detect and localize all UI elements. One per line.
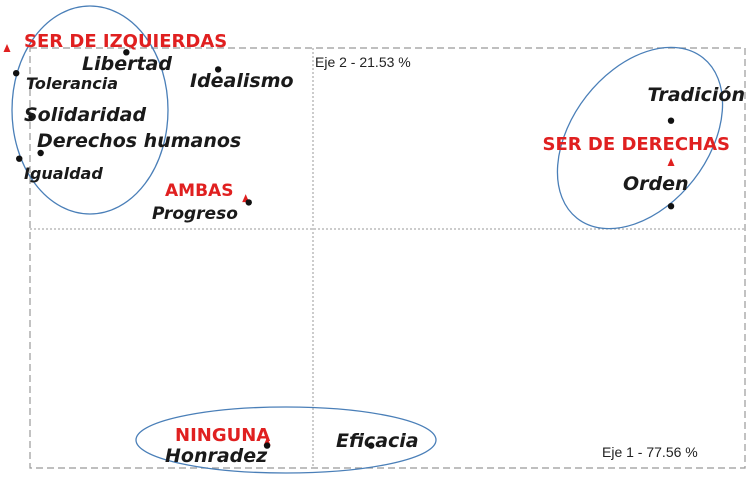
label-tolerancia: Tolerancia — [26, 74, 118, 93]
marker-idealismo — [214, 66, 222, 73]
marker-derechos-humanos — [37, 149, 44, 157]
marker-tradicion — [667, 117, 675, 124]
ellipse-izquierdas — [11, 5, 169, 215]
label-derechos-humanos: Derechos humanos — [37, 130, 241, 152]
plot-frame — [29, 47, 746, 469]
label-orden: Orden — [623, 173, 689, 195]
point-markers — [3, 44, 675, 449]
marker-libertad — [123, 49, 130, 56]
marker-igualdad — [16, 155, 23, 162]
marker-progreso — [245, 199, 252, 206]
marker-tolerancia — [12, 70, 20, 77]
label-idealismo: Idealismo — [190, 70, 294, 92]
label-eficacia: Eficacia — [336, 430, 419, 452]
y-axis-label: Eje 2 - 21.53 % — [315, 54, 411, 70]
x-axis-label: Eje 1 - 77.56 % — [602, 444, 698, 460]
label-ninguna: NINGUNA — [175, 425, 270, 446]
label-honradez: Honradez — [165, 445, 268, 467]
label-ser-de-izquierdas: SER DE IZQUIERDAS — [24, 31, 227, 52]
group-ellipses — [11, 5, 724, 474]
marker-solidaridad — [28, 113, 35, 121]
label-progreso: Progreso — [152, 204, 238, 224]
marker-ser-de-izquierdas — [3, 44, 11, 52]
marker-honradez — [263, 442, 271, 449]
label-ser-de-derechas: SER DE DERECHAS — [543, 134, 730, 155]
ellipse-derechas — [556, 46, 724, 230]
marker-eficacia — [367, 442, 375, 449]
ellipse-ninguna — [135, 406, 437, 474]
point-labels: SER DE IZQUIERDAS SER DE DERECHAS AMBAS NIN… — [24, 31, 745, 467]
label-igualdad: Igualdad — [24, 164, 103, 183]
label-ambas: AMBAS — [165, 181, 233, 201]
label-solidaridad: Solidaridad — [24, 104, 146, 126]
marker-ser-de-derechas — [667, 158, 675, 166]
label-libertad: Libertad — [82, 53, 172, 75]
label-tradicion: Tradición — [647, 84, 745, 106]
marker-orden — [667, 203, 675, 210]
plot-border — [29, 47, 746, 469]
